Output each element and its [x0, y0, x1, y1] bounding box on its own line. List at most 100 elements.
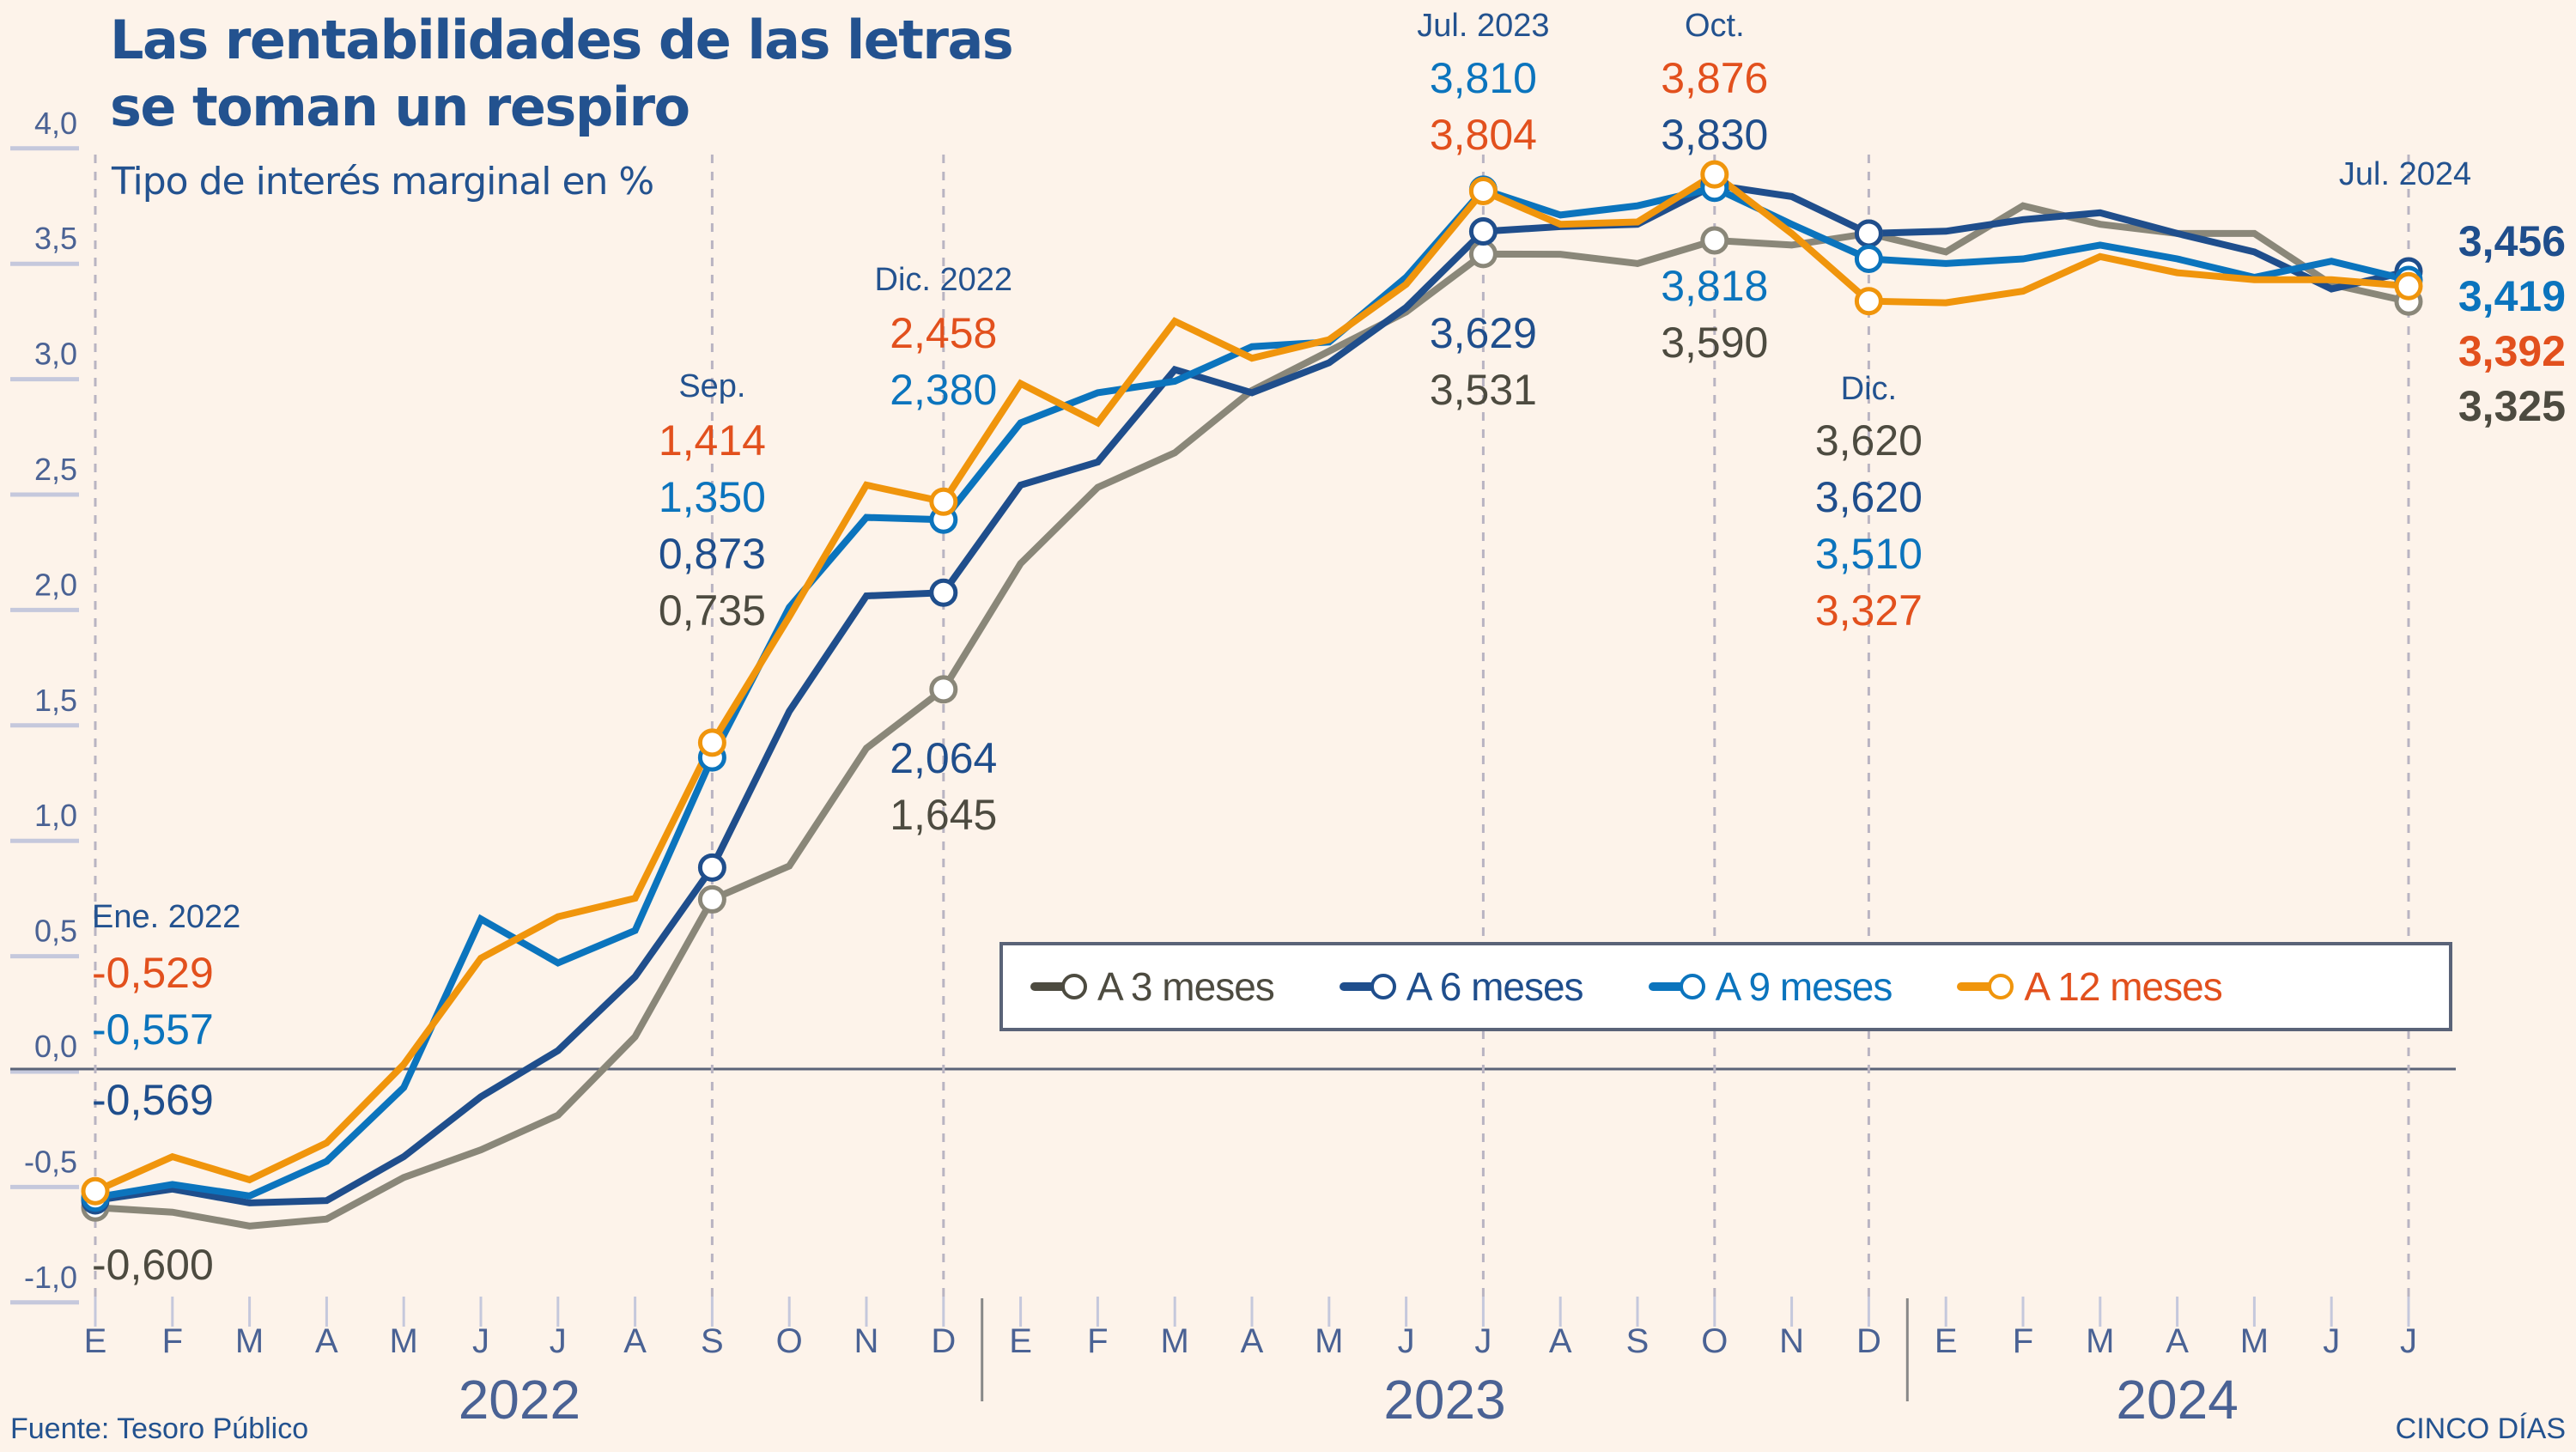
x-month-label: A	[2166, 1322, 2189, 1360]
annotation-value-m9: -0,557	[92, 1005, 214, 1054]
y-tick-label: 4,0	[34, 106, 77, 141]
x-month-label: J	[1398, 1322, 1415, 1360]
x-year-label: 2022	[459, 1369, 580, 1431]
annotation-title: Ene. 2022	[92, 899, 240, 935]
data-point-marker-m12	[2394, 271, 2423, 301]
annotation-value-m9: 3,510	[1815, 530, 1923, 578]
x-month-label: J	[1474, 1322, 1492, 1360]
legend-swatch-icon	[1648, 973, 1705, 1000]
annotation-title: Oct.	[1685, 8, 1745, 44]
data-point-marker-m6	[1854, 219, 1883, 248]
y-tick-label: 3,5	[34, 221, 77, 256]
x-month-label: E	[1935, 1322, 1958, 1360]
annotation-value-m3: 3,325	[2458, 382, 2566, 430]
legend-item-m6: A 6 meses	[1339, 963, 1584, 1010]
x-month-label: E	[84, 1322, 107, 1360]
x-month-label: F	[2013, 1322, 2033, 1360]
x-month-label: O	[1701, 1322, 1728, 1360]
x-year-label: 2024	[2116, 1369, 2238, 1431]
legend-swatch-icon	[1030, 973, 1087, 1000]
x-month-label: F	[162, 1322, 183, 1360]
legend-item-m12: A 12 meses	[1957, 963, 2223, 1010]
x-month-label: S	[1626, 1322, 1649, 1360]
annotation-value-m6: 3,629	[1430, 309, 1537, 357]
series-line-m6	[94, 181, 2409, 1206]
data-point-marker-m6	[929, 578, 958, 607]
series-line-m12	[94, 170, 2409, 1194]
annotation-title: Dic. 2022	[875, 262, 1013, 298]
x-month-label: M	[2086, 1322, 2114, 1360]
y-axis: -1,0 -0,5 0,0 0,5 1,0 1,5 2,0 2,5 3,0 3,5 4,0	[10, 106, 2456, 1305]
y-tick-label: 1,0	[34, 798, 77, 833]
annotation-value-m6: 3,620	[1815, 473, 1923, 521]
chart-title: Las rentabilidades de las letras se toma…	[110, 7, 1014, 141]
x-month-label: A	[1241, 1322, 1264, 1360]
annotation-value-m3: 3,531	[1430, 366, 1537, 414]
legend: A 3 meses A 6 meses A 9 meses A 12 meses	[999, 942, 2452, 1031]
data-point-marker-m12	[929, 487, 958, 516]
x-month-label: J	[472, 1322, 489, 1360]
x-month-label: J	[2400, 1322, 2417, 1360]
x-month-label: F	[1087, 1322, 1108, 1360]
annotation-value-m12: 2,458	[890, 309, 997, 357]
annotation-title: Jul. 2024	[2339, 156, 2471, 192]
annotation-value-m12: 3,392	[2458, 327, 2566, 375]
x-month-label: N	[854, 1322, 879, 1360]
x-year-label: 2023	[1383, 1369, 1505, 1431]
annotation-value-m6: -0,569	[92, 1076, 214, 1124]
legend-label: A 12 meses	[2024, 964, 2222, 1009]
x-month-label: D	[931, 1322, 956, 1360]
chart-subtitle: Tipo de interés marginal en %	[112, 160, 654, 204]
data-point-marker-m6	[697, 853, 726, 882]
annotation-value-m3: -0,600	[92, 1241, 214, 1289]
data-point-marker-m3	[1468, 240, 1498, 269]
x-month-label: A	[623, 1322, 647, 1360]
legend-label: A 3 meses	[1097, 964, 1275, 1009]
data-point-marker-m12	[1854, 287, 1883, 316]
annotation-value-m12: 3,876	[1661, 54, 1768, 102]
series-lines	[94, 170, 2409, 1230]
legend-swatch-icon	[1957, 973, 2014, 1000]
legend-swatch-icon	[1339, 973, 1396, 1000]
annotation-value-m6: 2,064	[890, 734, 997, 782]
y-tick-label: 0,5	[34, 914, 77, 949]
x-month-label: A	[315, 1322, 338, 1360]
x-month-label: M	[235, 1322, 264, 1360]
annotation-value-m9: 3,810	[1430, 54, 1537, 102]
annotation-value-m12: 3,327	[1815, 586, 1923, 635]
x-month-label: E	[1009, 1322, 1032, 1360]
annotation-value-m12: 3,804	[1430, 111, 1537, 159]
x-month-label: M	[2240, 1322, 2269, 1360]
legend-item-m3: A 3 meses	[1030, 963, 1275, 1010]
x-month-label: O	[776, 1322, 803, 1360]
x-axis: E F M A M J J A S O N D E F M A M J J A S O N D E F M A M J J 2022 2023 2…	[84, 1297, 2417, 1431]
legend-label: A 9 meses	[1715, 964, 1893, 1009]
data-point-marker-m12	[1468, 176, 1498, 205]
x-month-label: J	[550, 1322, 567, 1360]
annotation-value-m9: 2,380	[890, 366, 997, 414]
annotation-labels: Ene. 2022 -0,529 -0,557 -0,569 -0,600 Sep. 1,4…	[92, 8, 2566, 1289]
series-line-m9	[94, 184, 2409, 1201]
data-point-marker-m12	[81, 1176, 110, 1206]
annotation-value-m3: 3,620	[1815, 416, 1923, 465]
annotation-value-m9: 1,350	[659, 473, 766, 521]
legend-label: A 6 meses	[1406, 964, 1584, 1009]
x-month-label: A	[1549, 1322, 1572, 1360]
data-point-marker-m9	[1854, 245, 1883, 274]
data-point-marker-m12	[697, 728, 726, 757]
annotation-value-m12: -0,529	[92, 949, 214, 997]
y-tick-label: -1,0	[24, 1260, 77, 1295]
title-line-1: Las rentabilidades de las letras	[110, 9, 1014, 71]
annotation-value-m9: 3,818	[1661, 262, 1768, 310]
annotation-value-m3: 3,590	[1661, 319, 1768, 367]
y-tick-label: 2,0	[34, 567, 77, 602]
annotation-value-m6: 3,830	[1661, 111, 1768, 159]
annotation-value-m6: 3,456	[2458, 217, 2566, 265]
data-point-marker-m12	[1700, 160, 1729, 189]
annotation-guides	[94, 155, 2410, 1297]
y-tick-label: 1,5	[34, 683, 77, 718]
x-month-label: D	[1856, 1322, 1881, 1360]
data-point-marker-m3	[697, 884, 726, 914]
x-month-label: M	[390, 1322, 418, 1360]
